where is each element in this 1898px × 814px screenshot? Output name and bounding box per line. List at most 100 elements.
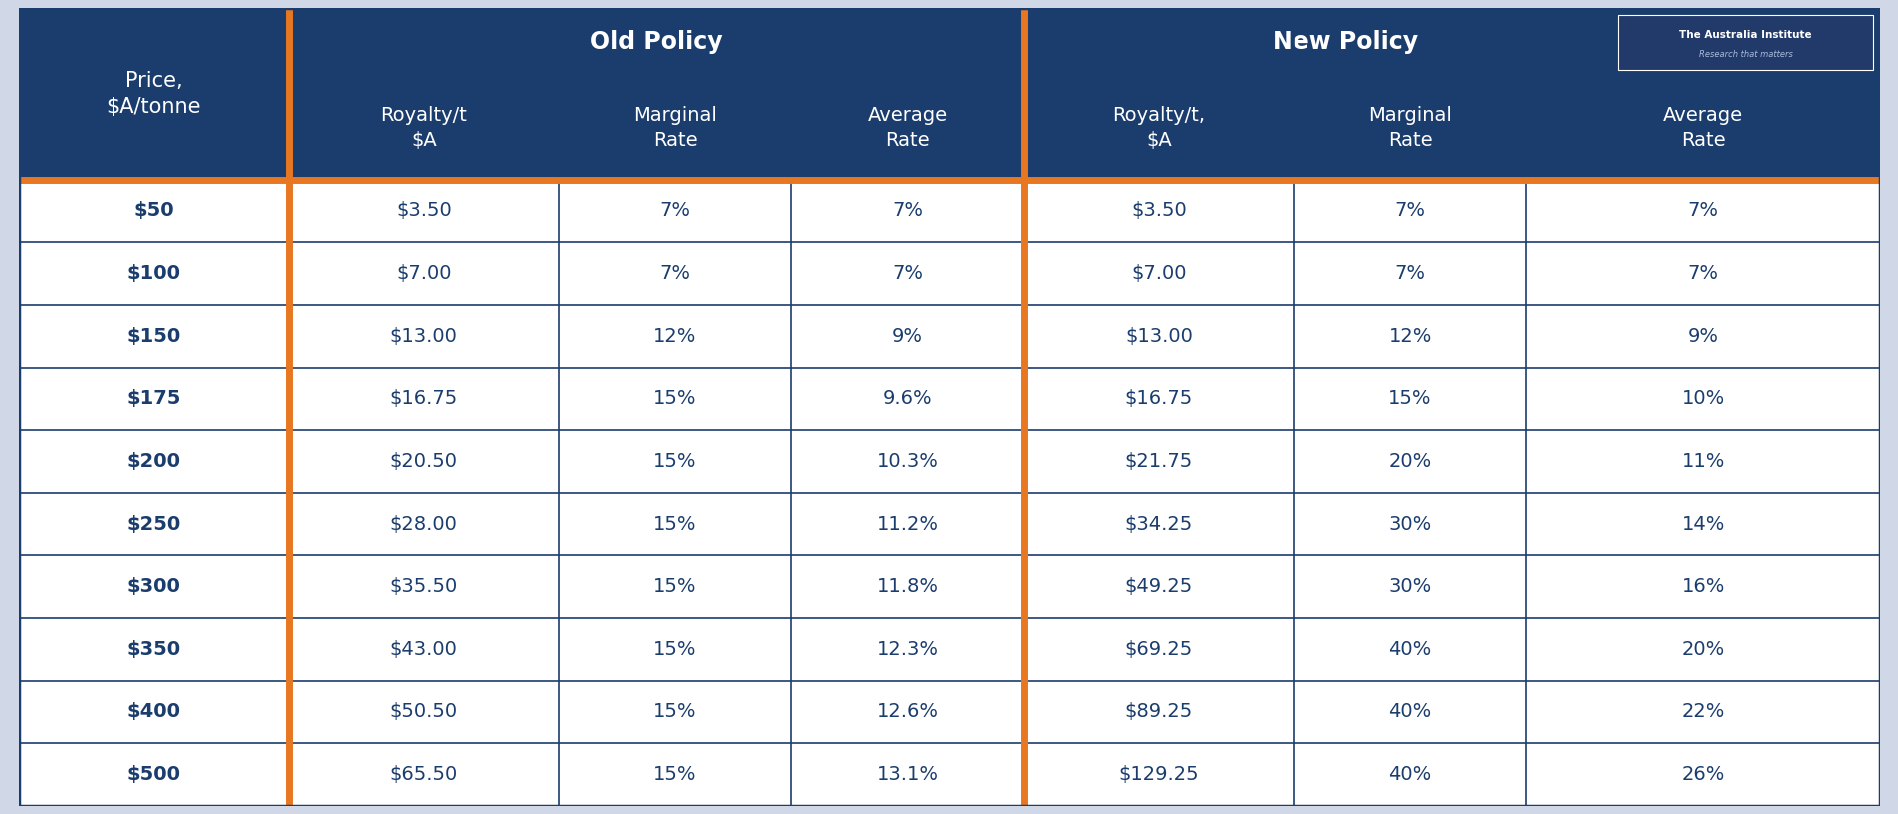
Bar: [1526, 430, 1879, 492]
Bar: [558, 743, 791, 806]
Bar: [791, 492, 1023, 555]
Text: $100: $100: [127, 264, 180, 283]
Text: $500: $500: [127, 765, 180, 784]
Text: Royalty/t
$A: Royalty/t $A: [380, 106, 467, 151]
Text: $20.50: $20.50: [389, 452, 457, 471]
Bar: [1293, 492, 1526, 555]
Text: $35.50: $35.50: [389, 577, 457, 596]
Text: $28.00: $28.00: [389, 514, 457, 533]
Bar: [1293, 367, 1526, 430]
Text: 15%: 15%: [653, 640, 697, 659]
Bar: [19, 8, 288, 180]
Text: $69.25: $69.25: [1124, 640, 1192, 659]
Bar: [1293, 430, 1526, 492]
Text: $129.25: $129.25: [1118, 765, 1198, 784]
Bar: [791, 618, 1023, 681]
Bar: [1293, 243, 1526, 305]
Bar: [1526, 367, 1879, 430]
Bar: [288, 367, 558, 430]
Bar: [19, 555, 288, 618]
Text: 22%: 22%: [1680, 702, 1723, 721]
Text: 7%: 7%: [892, 201, 922, 221]
Text: 40%: 40%: [1387, 640, 1431, 659]
Bar: [1023, 492, 1293, 555]
Text: 16%: 16%: [1680, 577, 1723, 596]
Bar: [19, 743, 288, 806]
Bar: [288, 243, 558, 305]
Text: Marginal
Rate: Marginal Rate: [632, 106, 717, 151]
Text: 7%: 7%: [892, 264, 922, 283]
Text: 7%: 7%: [659, 201, 691, 221]
Bar: [1526, 77, 1879, 180]
Text: 7%: 7%: [1687, 264, 1718, 283]
Bar: [1023, 430, 1293, 492]
Text: 10%: 10%: [1682, 389, 1723, 409]
Text: 26%: 26%: [1680, 765, 1723, 784]
Bar: [288, 492, 558, 555]
Text: 9%: 9%: [892, 326, 922, 346]
Text: New Policy: New Policy: [1274, 30, 1418, 55]
Bar: [558, 243, 791, 305]
Bar: [288, 305, 558, 367]
Bar: [1293, 305, 1526, 367]
Bar: [1023, 555, 1293, 618]
Text: 20%: 20%: [1387, 452, 1431, 471]
Text: 12.6%: 12.6%: [877, 702, 938, 721]
Bar: [1526, 180, 1879, 243]
Bar: [1293, 743, 1526, 806]
Text: 7%: 7%: [1393, 201, 1425, 221]
Text: $300: $300: [127, 577, 180, 596]
Text: 15%: 15%: [653, 702, 697, 721]
Bar: [19, 430, 288, 492]
Bar: [1023, 305, 1293, 367]
Text: Price,
$A/tonne: Price, $A/tonne: [106, 71, 201, 117]
Text: 12%: 12%: [653, 326, 697, 346]
Bar: [1023, 77, 1293, 180]
Bar: [791, 77, 1023, 180]
Bar: [558, 305, 791, 367]
Text: 15%: 15%: [1387, 389, 1431, 409]
Bar: [558, 180, 791, 243]
Bar: [288, 430, 558, 492]
Text: $3.50: $3.50: [1131, 201, 1186, 221]
Bar: [19, 681, 288, 743]
Text: 12.3%: 12.3%: [877, 640, 938, 659]
Bar: [558, 555, 791, 618]
Bar: [558, 77, 791, 180]
Bar: [288, 180, 558, 243]
Bar: [288, 618, 558, 681]
Bar: [1526, 243, 1879, 305]
Bar: [1293, 618, 1526, 681]
Bar: [791, 305, 1023, 367]
Text: 7%: 7%: [1687, 201, 1718, 221]
Text: 40%: 40%: [1387, 765, 1431, 784]
Bar: [288, 743, 558, 806]
Bar: [19, 367, 288, 430]
Text: 30%: 30%: [1387, 577, 1431, 596]
Bar: [1526, 618, 1879, 681]
Text: The Australia Institute: The Australia Institute: [1678, 30, 1811, 41]
Bar: [19, 243, 288, 305]
Text: 10.3%: 10.3%: [877, 452, 938, 471]
Text: $175: $175: [127, 389, 180, 409]
Text: 9.6%: 9.6%: [883, 389, 932, 409]
Text: $50.50: $50.50: [389, 702, 457, 721]
Bar: [791, 555, 1023, 618]
Bar: [19, 305, 288, 367]
Bar: [791, 243, 1023, 305]
Text: $7.00: $7.00: [397, 264, 452, 283]
Bar: [1526, 492, 1879, 555]
Bar: [288, 555, 558, 618]
Text: $16.75: $16.75: [389, 389, 457, 409]
Text: Research that matters: Research that matters: [1699, 50, 1792, 59]
Bar: [1526, 743, 1879, 806]
Text: Old Policy: Old Policy: [590, 30, 723, 55]
Text: $350: $350: [127, 640, 180, 659]
Bar: [1526, 305, 1879, 367]
Bar: [558, 618, 791, 681]
Bar: [1023, 243, 1293, 305]
Text: 7%: 7%: [1393, 264, 1425, 283]
Text: $65.50: $65.50: [389, 765, 457, 784]
Bar: [558, 681, 791, 743]
Text: $34.25: $34.25: [1124, 514, 1192, 533]
